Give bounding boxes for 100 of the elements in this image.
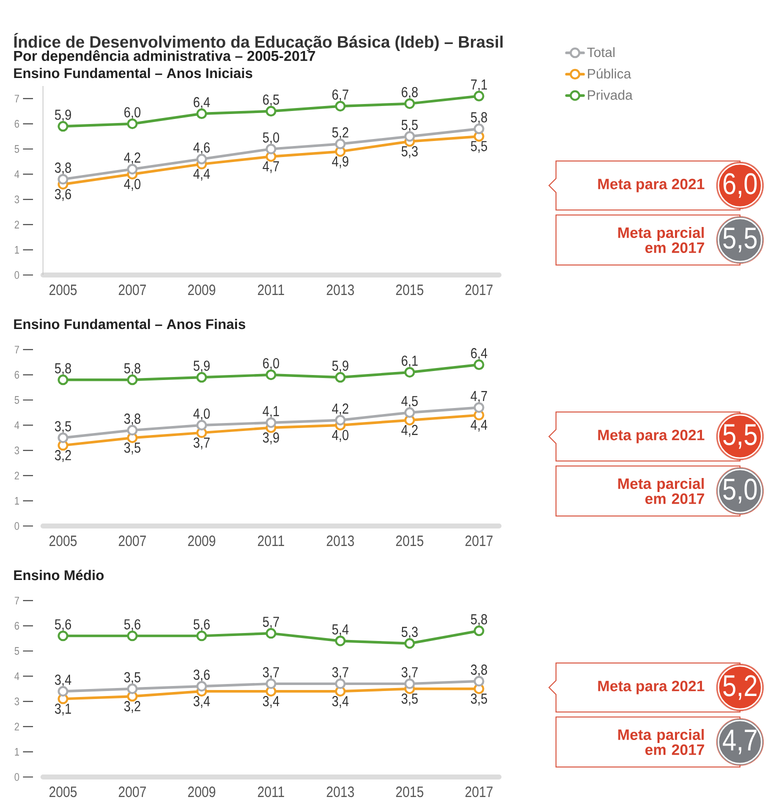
point bbox=[404, 678, 415, 690]
data-label: 4,2 bbox=[332, 403, 348, 416]
data-label: 6,5 bbox=[263, 94, 280, 106]
x-tick-label: 2005 bbox=[49, 284, 77, 296]
y-tick-label: 2 bbox=[14, 722, 19, 730]
data-label: 6,4 bbox=[471, 348, 488, 360]
point bbox=[196, 372, 207, 383]
data-label: 5,5 bbox=[402, 120, 418, 132]
x-tick-label: 2009 bbox=[188, 536, 216, 546]
data-label: 3,4 bbox=[332, 696, 349, 708]
data-label: 7,1 bbox=[471, 80, 487, 92]
point bbox=[266, 369, 276, 380]
data-label: 5,4 bbox=[332, 624, 349, 636]
data-label: 6,4 bbox=[194, 97, 210, 110]
y-tick-label: 7 bbox=[14, 94, 19, 102]
x-tick-label: 2011 bbox=[258, 284, 284, 296]
y-tick-label: 3 bbox=[14, 446, 20, 454]
data-label: 6,0 bbox=[263, 358, 280, 370]
point bbox=[127, 630, 138, 642]
chart-subtitle: Por dependência administrativa – 2005-2017 bbox=[14, 50, 316, 64]
chart-title: Índice de Desenvolvimento da Educação Básica (Ideb) – Brasil bbox=[14, 32, 503, 52]
data-label: 4,5 bbox=[401, 396, 418, 408]
text: Ensino Fundamental – Anos Iniciais bbox=[14, 68, 252, 78]
data-label: 5,8 bbox=[470, 112, 488, 124]
point bbox=[335, 678, 346, 690]
data-label: 5,0 bbox=[262, 132, 280, 144]
x-tick-label: 2017 bbox=[465, 536, 493, 546]
data-label: 3,7 bbox=[332, 667, 348, 680]
data-label: 6,7 bbox=[332, 89, 348, 102]
y-tick-label: 4 bbox=[14, 672, 20, 680]
data-label: 3,6 bbox=[54, 188, 72, 201]
point bbox=[474, 676, 484, 687]
data-label: 4,7 bbox=[470, 391, 487, 403]
point bbox=[474, 402, 484, 413]
point bbox=[127, 374, 138, 386]
point bbox=[335, 100, 346, 112]
text: 5,5 bbox=[723, 228, 757, 252]
x-tick-label: 2009 bbox=[188, 786, 216, 798]
data-label: 6,1 bbox=[402, 356, 418, 368]
data-label: 4,0 bbox=[124, 178, 140, 191]
data-label: 3,7 bbox=[402, 667, 418, 680]
point bbox=[404, 366, 415, 378]
x-tick-label: 2017 bbox=[465, 284, 493, 296]
text: Meta para 2021 bbox=[598, 680, 704, 694]
point bbox=[58, 432, 68, 444]
text: 4,7 bbox=[722, 730, 756, 754]
point bbox=[266, 417, 276, 428]
data-label: 6,0 bbox=[124, 107, 140, 120]
y-tick-label: 6 bbox=[14, 370, 20, 379]
point bbox=[58, 121, 68, 132]
point bbox=[58, 630, 68, 642]
point bbox=[404, 407, 415, 418]
text: Meta parcial em 2017 bbox=[618, 478, 704, 504]
chart-title: Ensino Fundamental – Anos Finais bbox=[14, 318, 246, 330]
text: 5,5 bbox=[723, 424, 757, 449]
point bbox=[196, 108, 207, 120]
data-label: 4,2 bbox=[124, 152, 140, 164]
x-tick-label: 2013 bbox=[326, 536, 354, 546]
point bbox=[127, 424, 138, 436]
point bbox=[335, 372, 346, 383]
point bbox=[335, 138, 346, 150]
point bbox=[58, 686, 68, 697]
x-tick-label: 2005 bbox=[49, 786, 77, 798]
point bbox=[474, 124, 484, 134]
text: Meta parcial em 2017 bbox=[618, 226, 704, 253]
data-label: 5,2 bbox=[332, 127, 348, 140]
x-tick-label: 2007 bbox=[118, 536, 146, 546]
y-tick-label: 1 bbox=[14, 246, 19, 254]
x-tick-label: 2015 bbox=[396, 786, 424, 798]
point bbox=[335, 636, 346, 646]
data-label: 3,4 bbox=[262, 696, 280, 708]
point bbox=[127, 164, 138, 174]
legend-label: Total bbox=[587, 47, 614, 58]
y-tick-label: 4 bbox=[14, 170, 20, 178]
y-tick-label: 5 bbox=[14, 647, 20, 655]
x-tick-label: 2017 bbox=[465, 786, 493, 798]
point bbox=[196, 154, 207, 164]
x-tick-label: 2013 bbox=[326, 786, 354, 798]
x-tick-label: 2011 bbox=[258, 536, 284, 546]
y-tick-label: 0 bbox=[14, 271, 20, 279]
text: Meta para 2021 bbox=[598, 430, 704, 444]
x-tick-label: 2005 bbox=[49, 536, 77, 546]
data-label: 3,5 bbox=[124, 672, 140, 684]
point bbox=[196, 630, 207, 642]
data-label: 5,5 bbox=[470, 141, 488, 153]
y-tick-label: 0 bbox=[14, 522, 20, 530]
y-tick-label: 1 bbox=[14, 748, 19, 756]
data-label: 3,1 bbox=[54, 704, 71, 716]
point bbox=[127, 118, 138, 130]
y-tick-label: 2 bbox=[14, 220, 19, 228]
data-label: 5,7 bbox=[262, 616, 279, 629]
data-label: 3,7 bbox=[262, 667, 279, 680]
text: Meta parcial em 2017 bbox=[618, 728, 704, 755]
data-label: 4,0 bbox=[193, 408, 210, 420]
data-label: 3,5 bbox=[470, 693, 488, 706]
data-label: 4,1 bbox=[262, 406, 279, 418]
data-label: 5,3 bbox=[402, 146, 418, 158]
data-label: 3,2 bbox=[54, 450, 71, 462]
point bbox=[127, 683, 138, 694]
y-tick-label: 7 bbox=[14, 346, 19, 354]
